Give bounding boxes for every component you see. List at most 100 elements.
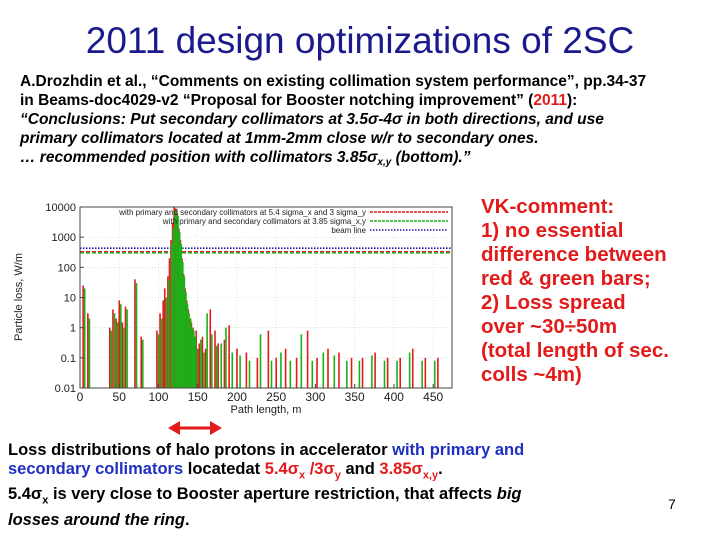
data-bar <box>215 345 218 388</box>
reference-line-2-text: in Beams-doc4029-v2 “Proposal for Booste… <box>20 92 534 109</box>
data-bar <box>236 348 238 388</box>
x-tick-label: 450 <box>423 390 443 404</box>
data-bar <box>157 334 160 388</box>
data-bar <box>396 360 398 388</box>
x-tick-label: 100 <box>148 390 168 404</box>
data-bar <box>206 313 208 388</box>
caption-line-4: losses around the ring. <box>8 511 648 530</box>
data-bar <box>126 309 128 388</box>
y-tick-label: 10 <box>64 293 76 305</box>
data-bar <box>203 352 205 388</box>
figure-caption: Loss distributions of halo protons in ac… <box>8 441 648 530</box>
data-bar <box>194 336 197 388</box>
data-bar <box>109 327 111 388</box>
vk-comment-line: (total length of sec. <box>481 339 669 362</box>
x-axis-label: Path length, m <box>231 404 302 416</box>
legend-label: with primary and secondary collimators a… <box>118 208 366 217</box>
vk-comment-line: over ~30÷50m <box>481 315 618 338</box>
data-bar <box>211 334 213 388</box>
caption-text: Loss distributions of halo protons in ac… <box>8 441 393 459</box>
vk-comment-line: VK-comment: <box>481 195 615 218</box>
data-bar <box>163 288 166 388</box>
vk-comment-line: difference between <box>481 243 667 266</box>
x-tick-label: 0 <box>77 390 84 404</box>
data-bar <box>82 285 84 388</box>
data-bar <box>350 357 353 388</box>
data-bar <box>156 330 158 388</box>
y-tick-label: 1000 <box>52 232 76 244</box>
data-bar <box>228 325 230 388</box>
caption-text: . <box>184 510 190 529</box>
data-bar <box>183 276 186 388</box>
data-bar <box>311 360 314 388</box>
caption-highlight: with primary and <box>392 441 525 459</box>
x-tick-label: 250 <box>266 390 286 404</box>
reference-line-1-text: et al., “Comments on existing collimatio… <box>102 73 647 90</box>
data-bar <box>322 352 325 388</box>
chart-bars <box>82 207 439 388</box>
legend-label: beam line <box>331 226 366 235</box>
caption-text: and <box>340 460 380 478</box>
data-bar <box>386 357 389 388</box>
x-tick-label: 300 <box>305 390 325 404</box>
data-bar <box>408 352 411 388</box>
data-bar <box>134 279 136 388</box>
data-bar <box>191 327 194 388</box>
data-bar <box>140 336 143 388</box>
data-bar <box>124 306 127 388</box>
chart-legend: with primary and secondary collimators a… <box>118 208 448 235</box>
data-bar <box>120 304 122 388</box>
data-bar <box>239 355 241 388</box>
reference-line-1: A.Drozhdin et al., “Comments on existing… <box>20 72 710 91</box>
caption-highlight: secondary collimators <box>8 460 184 478</box>
data-bar <box>121 322 124 388</box>
sigma-subscript: x,y <box>377 157 392 168</box>
double-arrow-icon <box>168 421 222 435</box>
x-axis-ticks: 0 50 100 150 200 250 300 350 400 450 <box>77 384 443 404</box>
reference-year: 2011 <box>533 92 567 109</box>
caption-line-1: Loss distributions of halo protons in ac… <box>8 441 648 460</box>
x-tick-label: 400 <box>384 390 404 404</box>
data-bar <box>200 339 202 388</box>
sigma-x-value: 5.4σ <box>264 460 299 478</box>
reference-line-2: in Beams-doc4029-v2 “Proposal for Booste… <box>20 91 710 110</box>
data-bar <box>141 339 144 388</box>
caption-text: is very close to Booster aperture restri… <box>48 485 497 504</box>
chart-reference-lines <box>80 247 452 254</box>
conclusion-line-3-text: … recommended position with collimators … <box>20 149 378 166</box>
data-bar <box>201 336 204 388</box>
data-bar <box>135 283 138 388</box>
data-bar <box>112 309 114 388</box>
reference-block: A.Drozhdin et al., “Comments on existing… <box>20 72 710 172</box>
data-bar <box>116 322 119 388</box>
data-bar <box>433 360 436 388</box>
sigma-subscript: x <box>42 494 49 507</box>
y-tick-label: 100 <box>58 262 76 274</box>
data-bar <box>275 357 278 388</box>
data-bar <box>172 228 175 388</box>
caption-line-2: secondary collimators locatedat 5.4σx /3… <box>8 460 648 485</box>
data-bar <box>159 313 161 388</box>
data-bar <box>289 360 292 388</box>
page-title: 2011 design optimizations of 2SC <box>85 20 635 61</box>
data-bar <box>87 313 89 388</box>
sigma-subscript: x,y <box>422 469 439 482</box>
data-bar <box>175 211 178 388</box>
legend-label: with primary and secondary collimators a… <box>162 217 366 226</box>
data-bar <box>188 313 190 388</box>
data-bar <box>333 355 336 388</box>
sigma-y-value: /3σ <box>305 460 335 478</box>
data-bar <box>165 297 168 388</box>
data-bar <box>177 216 179 388</box>
x-tick-label: 50 <box>113 390 127 404</box>
y-axis-label: Particle loss, W/m <box>13 253 25 341</box>
data-bar <box>113 313 116 388</box>
reference-author: A.Drozhdin <box>20 73 103 90</box>
data-bar <box>198 343 201 388</box>
data-bar <box>83 288 86 388</box>
data-bar <box>270 360 273 388</box>
loss-chart: with primary and secondary collimators a… <box>8 193 472 418</box>
conclusion-line-1: “Conclusions: Put secondary collimators … <box>20 111 604 128</box>
data-bar <box>259 334 262 388</box>
data-bar <box>160 318 163 388</box>
